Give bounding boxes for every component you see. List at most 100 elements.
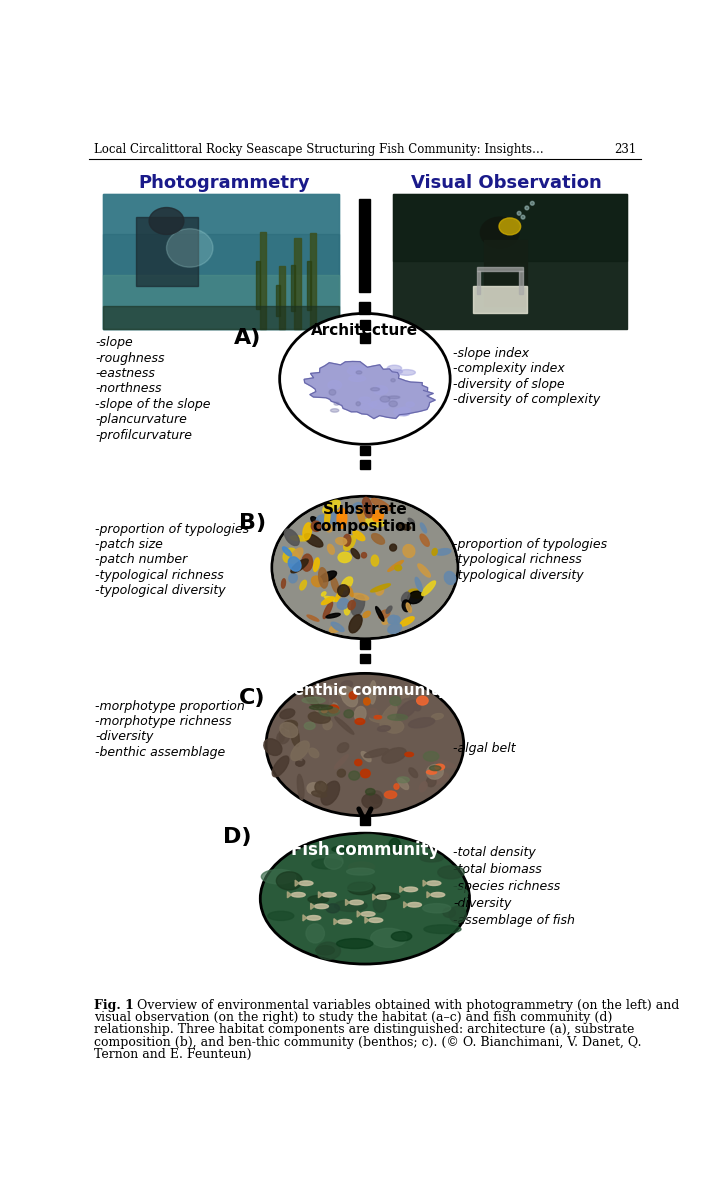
Polygon shape <box>427 892 431 898</box>
Bar <box>360 302 370 314</box>
Bar <box>310 233 316 329</box>
Ellipse shape <box>422 581 436 595</box>
Ellipse shape <box>362 793 382 809</box>
Ellipse shape <box>323 500 340 514</box>
Ellipse shape <box>418 564 430 577</box>
Text: Architecture: Architecture <box>311 323 419 338</box>
Ellipse shape <box>387 365 402 371</box>
Text: -slope: -slope <box>95 336 133 349</box>
Polygon shape <box>318 892 323 898</box>
Ellipse shape <box>313 558 319 571</box>
Ellipse shape <box>407 865 426 881</box>
Ellipse shape <box>291 766 303 776</box>
Ellipse shape <box>398 779 409 790</box>
Ellipse shape <box>356 371 362 374</box>
Ellipse shape <box>429 773 449 785</box>
Ellipse shape <box>315 781 328 793</box>
Ellipse shape <box>376 607 384 622</box>
Ellipse shape <box>290 721 299 746</box>
Ellipse shape <box>316 946 335 955</box>
Text: Visual Observation: Visual Observation <box>411 174 602 192</box>
Ellipse shape <box>426 764 444 779</box>
Ellipse shape <box>394 616 400 624</box>
Ellipse shape <box>328 380 342 390</box>
Ellipse shape <box>343 534 351 546</box>
Ellipse shape <box>407 592 423 604</box>
Polygon shape <box>372 894 377 900</box>
Ellipse shape <box>373 896 386 912</box>
Ellipse shape <box>399 407 411 415</box>
Ellipse shape <box>364 749 389 757</box>
Ellipse shape <box>291 552 298 560</box>
Ellipse shape <box>323 601 333 618</box>
Bar <box>135 217 197 287</box>
Ellipse shape <box>390 696 401 706</box>
Ellipse shape <box>399 617 414 626</box>
Ellipse shape <box>382 748 406 763</box>
Bar <box>256 260 261 310</box>
Text: -slope index: -slope index <box>454 347 530 360</box>
Ellipse shape <box>291 559 308 572</box>
Ellipse shape <box>349 366 367 370</box>
Text: -typological diversity: -typological diversity <box>95 584 226 598</box>
Ellipse shape <box>403 545 415 558</box>
Ellipse shape <box>280 722 298 738</box>
Bar <box>103 234 340 329</box>
Ellipse shape <box>300 581 306 590</box>
Polygon shape <box>423 880 427 887</box>
Ellipse shape <box>379 610 390 619</box>
Ellipse shape <box>330 625 341 632</box>
Ellipse shape <box>360 769 370 778</box>
Bar <box>294 238 300 329</box>
Text: Substrate
composition: Substrate composition <box>313 502 417 534</box>
Text: -algal belt: -algal belt <box>454 742 516 755</box>
Ellipse shape <box>302 554 313 571</box>
Text: -diversity: -diversity <box>95 731 154 743</box>
Bar <box>307 262 310 310</box>
Ellipse shape <box>307 782 320 794</box>
Text: -plancurvature: -plancurvature <box>95 413 187 426</box>
Ellipse shape <box>335 900 367 912</box>
Ellipse shape <box>388 714 407 720</box>
Ellipse shape <box>308 712 330 724</box>
Ellipse shape <box>355 719 365 725</box>
Ellipse shape <box>388 624 402 634</box>
Bar <box>276 286 280 317</box>
Ellipse shape <box>351 595 365 616</box>
Text: -total density: -total density <box>454 846 536 859</box>
Text: Fish community: Fish community <box>290 841 439 859</box>
Ellipse shape <box>298 774 304 799</box>
Ellipse shape <box>364 518 384 527</box>
Ellipse shape <box>261 833 469 964</box>
Ellipse shape <box>426 776 436 787</box>
Bar <box>259 232 266 329</box>
Ellipse shape <box>365 788 375 796</box>
Ellipse shape <box>525 206 529 210</box>
Ellipse shape <box>342 941 369 948</box>
Bar <box>360 334 370 343</box>
Ellipse shape <box>288 745 302 761</box>
Ellipse shape <box>290 535 310 541</box>
Ellipse shape <box>415 577 422 592</box>
Text: -morphotype richness: -morphotype richness <box>95 715 232 728</box>
Ellipse shape <box>328 704 339 713</box>
Text: Ternon and E. Feunteun): Ternon and E. Feunteun) <box>94 1048 251 1061</box>
Ellipse shape <box>316 942 340 960</box>
Ellipse shape <box>390 370 402 373</box>
Ellipse shape <box>289 574 298 583</box>
Ellipse shape <box>404 887 418 892</box>
Ellipse shape <box>426 770 436 774</box>
Ellipse shape <box>337 919 352 924</box>
Ellipse shape <box>325 596 339 601</box>
Ellipse shape <box>304 722 315 730</box>
Ellipse shape <box>344 881 372 892</box>
Ellipse shape <box>375 715 382 719</box>
Polygon shape <box>404 901 407 908</box>
Ellipse shape <box>337 508 347 528</box>
Ellipse shape <box>347 367 361 374</box>
Ellipse shape <box>377 726 390 731</box>
Ellipse shape <box>427 881 441 886</box>
Ellipse shape <box>384 791 397 798</box>
Ellipse shape <box>337 938 373 948</box>
Polygon shape <box>399 887 404 893</box>
